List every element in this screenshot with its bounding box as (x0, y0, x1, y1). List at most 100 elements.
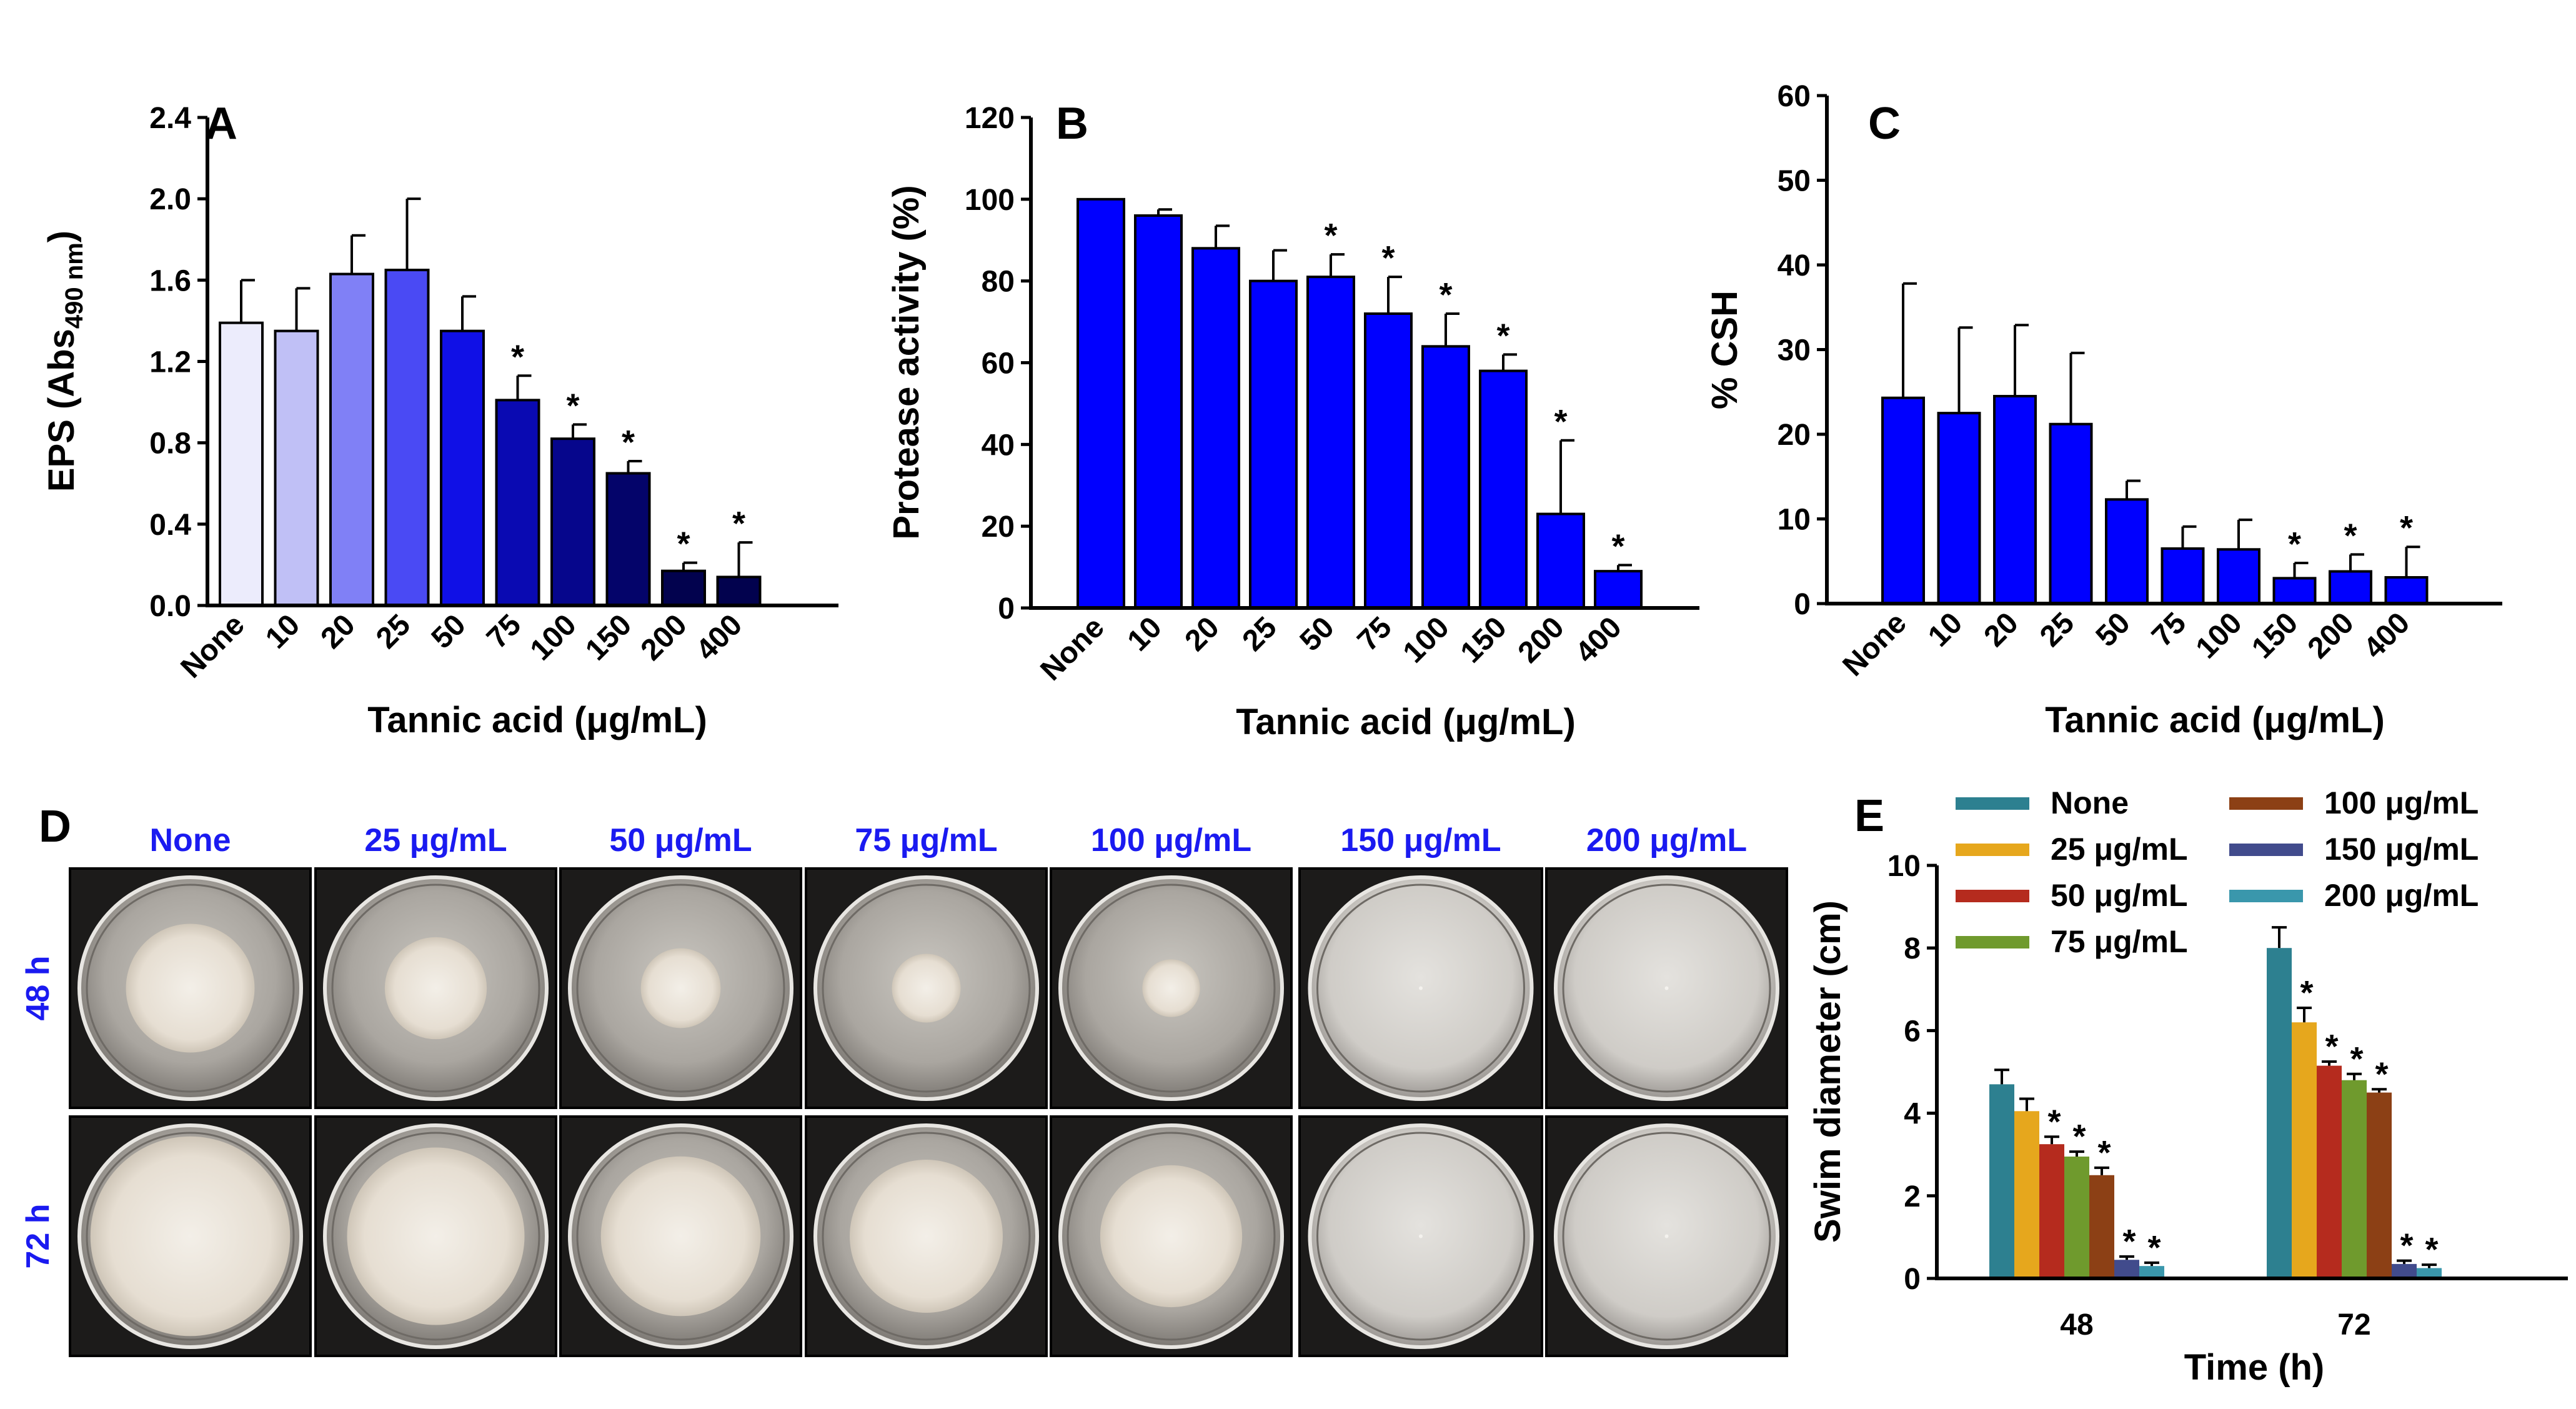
panel-d-column-label: 25 μg/mL (364, 822, 507, 859)
e-significance-star: * (2300, 974, 2313, 1012)
panel-e-y-title: Swim diameter (cm) (1808, 900, 1848, 1243)
panel-b-y-title: Protease activity (%) (886, 185, 927, 539)
b-bar (1077, 197, 1125, 610)
e-significance-star: * (2072, 1118, 2086, 1155)
e-legend-swatch (1956, 797, 2029, 810)
panel-a-y-title-main: EPS (Abs (41, 329, 82, 492)
a-bar (274, 329, 319, 607)
swarm-colony (1100, 1165, 1243, 1308)
swarm-colony (640, 948, 721, 1028)
panel-e-y-ticks: 0 2 4 6 8 10 (1887, 850, 1937, 1296)
b-bar (1191, 247, 1240, 610)
panel-d-photo (1545, 867, 1788, 1109)
c-x-tick-label: 20 (1978, 606, 2025, 653)
a-significance-star: * (732, 505, 745, 542)
petri-dish-rim (576, 884, 785, 1093)
a-y-tick-label: 0.4 (149, 509, 191, 542)
e-y-tick-label: 2 (1904, 1180, 1921, 1213)
b-bar (1134, 214, 1183, 609)
panel-a-y-title: EPS (Abs490 nm) (41, 231, 88, 492)
panel-d-photo (1298, 867, 1543, 1109)
inoculation-point (1664, 986, 1669, 990)
a-bar (550, 437, 595, 607)
a-x-tick-label: 10 (259, 608, 306, 655)
panel-a-y-title-close: ) (41, 231, 82, 242)
b-x-tick-label: 100 (1397, 610, 1456, 669)
b-bar (1594, 570, 1643, 609)
panel-e-x-ticks: 48 72 (2060, 1308, 2370, 1342)
swarm-colony (126, 924, 255, 1053)
a-bar (219, 321, 264, 607)
e-y-tick-label: 8 (1904, 932, 1921, 965)
panel-d-column-labels: None 25 μg/mL 50 μg/mL 75 μg/mL 100 μg/mL 150… (150, 822, 1748, 859)
a-y-tick-label: 0.0 (149, 590, 191, 623)
panel-d-photo (314, 867, 557, 1109)
panel-a-letter: A (205, 99, 237, 149)
panel-e-x-title: Time (h) (2184, 1347, 2325, 1388)
petri-dish-rim (1067, 884, 1276, 1093)
c-bar (2049, 422, 2093, 605)
panel-c-x-title: Tannic acid (μg/mL) (2045, 700, 2385, 740)
e-significance-star: * (2325, 1028, 2338, 1065)
e-bar (2367, 1092, 2392, 1278)
c-x-tick-label: 10 (1922, 606, 1969, 653)
a-significance-star: * (622, 424, 635, 461)
panel-b-letter: B (1056, 99, 1088, 149)
panel-c-bars: * * * (1881, 282, 2429, 605)
e-bar (2014, 1111, 2039, 1278)
panel-a-x-title: Tannic acid (μg/mL) (367, 700, 707, 740)
panel-d-photo (805, 1115, 1048, 1357)
c-bar (1993, 395, 2037, 605)
petri-dish-rim (576, 1132, 785, 1341)
e-legend-label: None (2051, 785, 2129, 820)
c-y-tick-label: 0 (1794, 588, 1811, 621)
e-x-tick-label: 72 (2337, 1308, 2370, 1342)
a-bar (329, 272, 374, 607)
panel-d-photo (1545, 1115, 1788, 1357)
e-bar (2039, 1144, 2064, 1278)
inoculation-point (1419, 1234, 1423, 1238)
e-bar (2292, 1022, 2317, 1278)
b-x-tick-label: 150 (1455, 610, 1513, 669)
c-x-tick-label: 25 (2034, 606, 2081, 653)
e-bar (2317, 1065, 2342, 1278)
a-x-tick-label: 100 (524, 608, 583, 667)
b-significance-star: * (1439, 276, 1452, 314)
a-y-tick-label: 1.2 (149, 346, 191, 379)
panel-d-photo (69, 867, 312, 1109)
b-x-tick-label: 20 (1179, 610, 1226, 657)
e-bar (2139, 1266, 2164, 1278)
a-x-tick-label: 25 (370, 608, 417, 655)
b-significance-star: * (1611, 527, 1624, 565)
b-x-tick-label: 25 (1236, 610, 1283, 657)
b-y-tick-label: 40 (982, 429, 1015, 462)
b-y-tick-label: 120 (965, 102, 1015, 135)
panel-d-column-label: 100 μg/mL (1091, 822, 1251, 859)
c-y-tick-label: 10 (1778, 504, 1811, 537)
e-significance-star: * (2350, 1040, 2363, 1078)
c-bar (2329, 570, 2372, 605)
b-bar (1249, 279, 1298, 609)
a-x-tick-label: 50 (425, 608, 472, 655)
b-y-tick-label: 20 (982, 510, 1015, 544)
e-legend-label: 150 μg/mL (2324, 832, 2479, 867)
e-legend-swatch (1956, 844, 2029, 856)
panel-c-y-ticks: 0 10 20 30 40 50 60 (1778, 80, 1827, 621)
e-legend-swatch (2229, 797, 2303, 810)
b-x-tick-label: None (1034, 610, 1110, 687)
a-bar (440, 329, 485, 607)
panel-d-column-label: 150 μg/mL (1340, 822, 1501, 859)
c-y-tick-label: 20 (1778, 419, 1811, 452)
c-bar (2384, 575, 2429, 605)
e-bar (2114, 1260, 2139, 1278)
petri-dish-rim (331, 884, 540, 1093)
petri-dish-rim (1562, 884, 1771, 1093)
a-y-tick-label: 2.4 (149, 102, 191, 135)
swarm-colony (90, 1136, 291, 1337)
panel-d-letter: D (39, 802, 71, 852)
